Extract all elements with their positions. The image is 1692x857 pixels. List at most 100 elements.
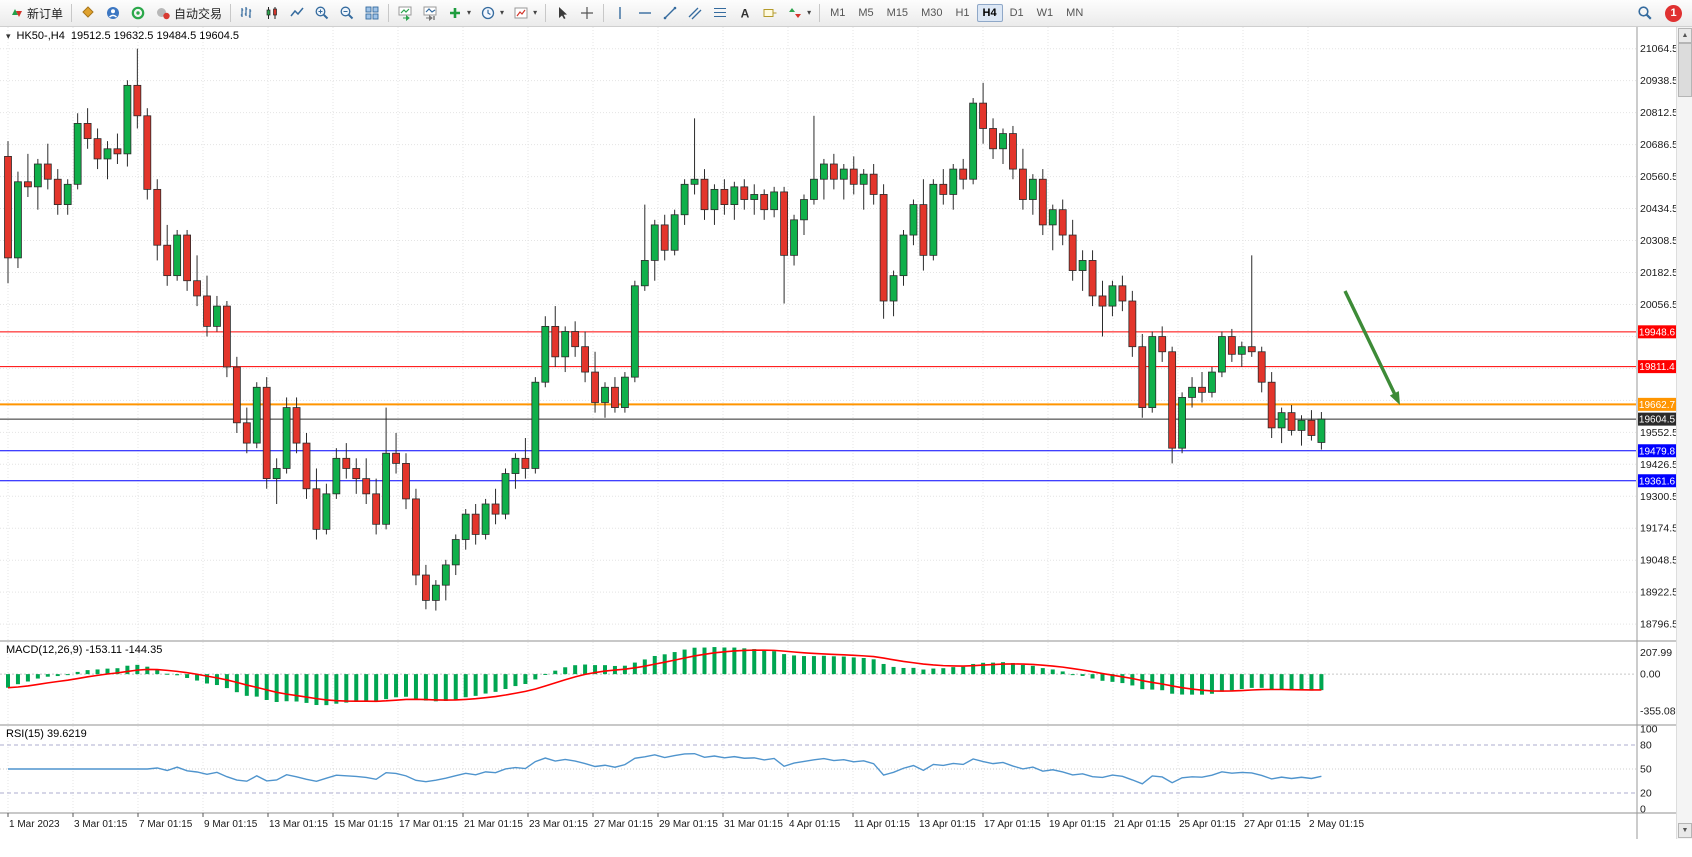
auto-scroll-button[interactable] (393, 1, 417, 25)
timeframe-button-d1[interactable]: D1 (1009, 7, 1024, 19)
crosshair-icon (581, 7, 594, 19)
text-label-button[interactable] (758, 1, 782, 25)
candlestick-series (4, 48, 1326, 611)
scroll-down-arrow-icon[interactable]: ▼ (1678, 823, 1692, 838)
arrows-icon (789, 8, 802, 18)
community-icon (107, 7, 120, 19)
search-button[interactable] (1633, 1, 1657, 25)
timeframe-button-mn[interactable]: MN (1066, 7, 1084, 19)
svg-text:19604.5: 19604.5 (1639, 415, 1676, 426)
new-order-button[interactable]: 新订单 (4, 1, 67, 25)
auto-trading-label: 自动交易 (174, 6, 223, 21)
toolbar-separator (71, 4, 73, 22)
svg-text:18922.5: 18922.5 (1640, 587, 1678, 599)
timeframe-button-m1[interactable]: M1 (830, 7, 846, 19)
one-click-trading-toggle[interactable]: ▾ (6, 30, 11, 41)
svg-text:11 Apr 01:15: 11 Apr 01:15 (854, 819, 910, 830)
rsi-pane: 100 80 50 20 0 (0, 724, 1658, 816)
zoom-out-icon (340, 6, 354, 20)
crosshair-button[interactable] (575, 1, 599, 25)
trend-arrow-annotation[interactable] (1343, 290, 1400, 405)
channel-icon (688, 7, 702, 20)
tile-windows-button[interactable] (360, 1, 384, 25)
svg-text:25 Apr 01:15: 25 Apr 01:15 (1179, 819, 1236, 830)
indicators-button[interactable]: ▾ (443, 1, 475, 25)
svg-text:4 Apr 01:15: 4 Apr 01:15 (789, 819, 841, 830)
svg-text:19662.7: 19662.7 (1639, 400, 1676, 411)
periods-button[interactable]: ▾ (476, 1, 508, 25)
auto-trading-button[interactable]: 自动交易 (151, 1, 226, 25)
bars-chart-button[interactable] (235, 1, 259, 25)
new-order-label: 新订单 (27, 6, 64, 21)
rsi-line (8, 752, 1322, 785)
timeframe-button-m30[interactable]: M30 (921, 7, 943, 19)
arrows-button[interactable]: ▾ (783, 1, 815, 25)
equidistant-channel-button[interactable] (683, 1, 707, 25)
svg-text:31 Mar 01:15: 31 Mar 01:15 (724, 819, 783, 830)
chart-shift-icon (423, 6, 437, 21)
community-button[interactable] (101, 1, 125, 25)
svg-text:19300.5: 19300.5 (1640, 491, 1678, 503)
timeframe-button-h4[interactable]: H4 (976, 4, 1003, 22)
expert-advisors-button[interactable] (76, 1, 100, 25)
timeframe-button-m5[interactable]: M5 (858, 7, 874, 19)
price-tag-19604.5 (1638, 412, 1676, 426)
price-lines (0, 331, 1636, 482)
toolbar-right-group: 1 (1633, 1, 1688, 25)
svg-text:27 Mar 01:15: 27 Mar 01:15 (594, 819, 653, 830)
expert-advisors-icon (82, 6, 94, 18)
cursor-button[interactable] (550, 1, 574, 25)
line-chart-button[interactable] (285, 1, 309, 25)
text-label-icon (763, 9, 777, 17)
timeframe-button-h1[interactable]: H1 (955, 7, 970, 19)
zoom-out-button[interactable] (335, 1, 359, 25)
price-tag-19361.6 (1638, 474, 1676, 488)
chart-symbol-period: HK50-,H4 (16, 30, 65, 42)
fibonacci-icon (714, 7, 727, 18)
template-chart-icon (514, 7, 528, 19)
search-icon (1638, 6, 1652, 20)
vertical-line-button[interactable] (608, 1, 632, 25)
timeframe-button-w1[interactable]: W1 (1036, 7, 1054, 19)
pane-separators[interactable] (0, 27, 1692, 839)
toolbar-separator (545, 4, 547, 22)
bars-chart-icon (240, 7, 252, 18)
svg-text:19174.5: 19174.5 (1640, 523, 1678, 535)
svg-text:19948.6: 19948.6 (1639, 327, 1676, 338)
svg-text:1 Mar 2023: 1 Mar 2023 (9, 819, 60, 830)
zoom-in-button[interactable] (310, 1, 334, 25)
horizontal-line-button[interactable] (633, 1, 657, 25)
svg-text:19811.4: 19811.4 (1639, 362, 1675, 373)
svg-text:20182.5: 20182.5 (1640, 267, 1678, 279)
price-tag-19811.4 (1638, 360, 1676, 374)
vertical-scrollbar[interactable]: ▲ ▼ (1676, 27, 1692, 839)
svg-text:13 Apr 01:15: 13 Apr 01:15 (919, 819, 976, 830)
dropdown-caret-icon: ▾ (500, 8, 505, 17)
chart-shift-button[interactable] (418, 1, 442, 25)
svg-text:17 Apr 01:15: 17 Apr 01:15 (984, 819, 1041, 830)
candlestick-chart-button[interactable] (260, 1, 284, 25)
fibonacci-button[interactable] (708, 1, 732, 25)
svg-text:21 Mar 01:15: 21 Mar 01:15 (464, 819, 523, 830)
svg-text:27 Apr 01:15: 27 Apr 01:15 (1244, 819, 1301, 830)
rsi-indicator-label: RSI(15) 39.6219 (6, 728, 87, 740)
text-icon: A (741, 7, 750, 21)
timeframe-button-m15[interactable]: M15 (886, 7, 909, 19)
svg-text:2 May 01:15: 2 May 01:15 (1309, 819, 1364, 830)
svg-text:29 Mar 01:15: 29 Mar 01:15 (659, 819, 718, 830)
auto-trading-icon (157, 8, 170, 20)
zoom-in-icon (315, 6, 329, 20)
templates-button[interactable]: ▾ (509, 1, 541, 25)
support-button[interactable] (126, 1, 150, 25)
scroll-up-arrow-icon[interactable]: ▲ (1678, 28, 1692, 43)
svg-text:21 Apr 01:15: 21 Apr 01:15 (1114, 819, 1171, 830)
notification-badge[interactable]: 1 (1665, 4, 1682, 22)
add-indicator-icon (450, 8, 461, 18)
svg-text:207.99: 207.99 (1640, 647, 1672, 659)
dropdown-caret-icon: ▾ (807, 8, 812, 17)
svg-text:0.00: 0.00 (1640, 669, 1661, 681)
scrollbar-thumb[interactable] (1678, 43, 1692, 97)
trendline-button[interactable] (658, 1, 682, 25)
text-button[interactable]: A (733, 1, 757, 25)
chart-canvas[interactable]: 21064.5 20938.5 20812.5 20686.5 20560.5 20434… (0, 27, 1692, 857)
